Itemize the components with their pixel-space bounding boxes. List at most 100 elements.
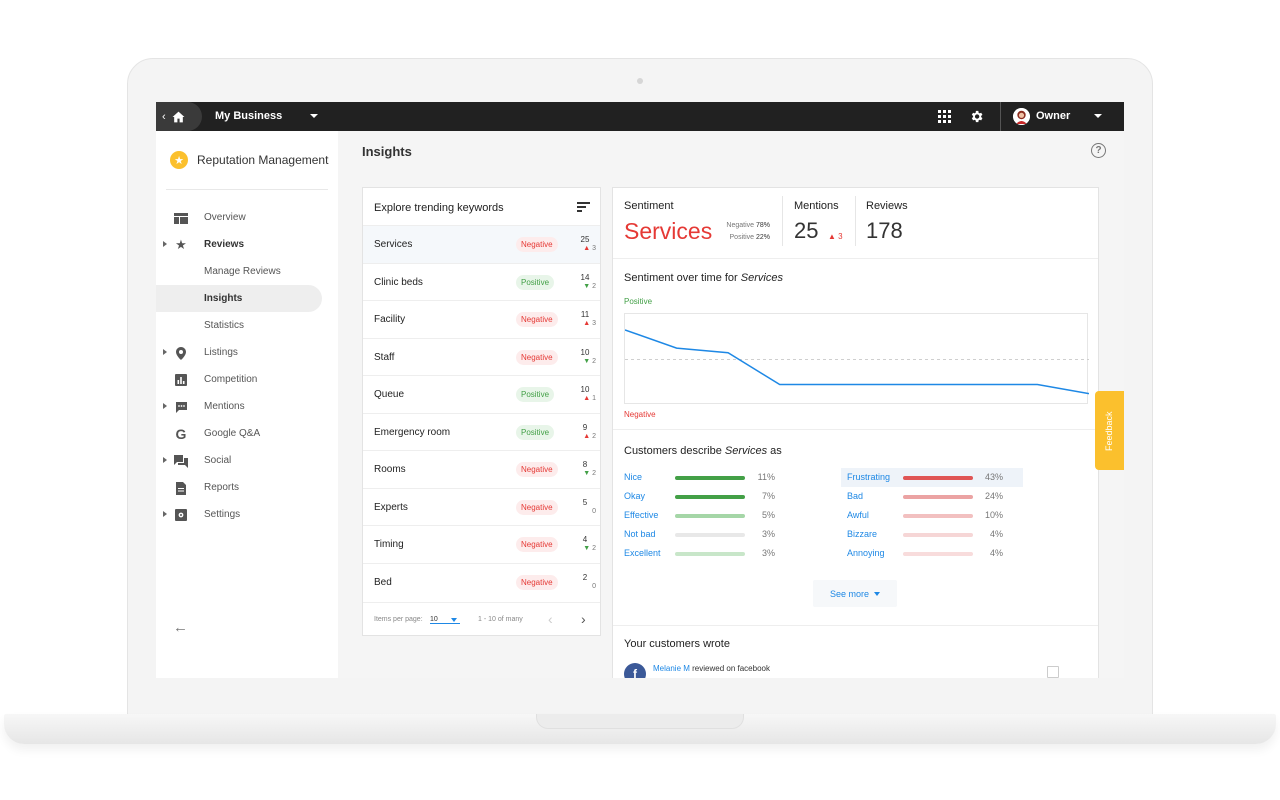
positive-label: Positive: [729, 234, 755, 241]
sentiment-badge: Positive: [516, 424, 555, 440]
descriptor-word[interactable]: Frustrating: [847, 472, 891, 482]
descriptor-word[interactable]: Bad: [847, 491, 864, 501]
descriptor-row[interactable]: Bizzare 4%: [841, 525, 1023, 544]
sentiment-over-time-title: Sentiment over time for Services: [624, 272, 783, 284]
see-more-button[interactable]: See more: [813, 580, 897, 607]
sidebar-item-listings[interactable]: Listings: [156, 339, 338, 366]
keyword-name: Staff: [374, 351, 395, 363]
bar-chart-icon: [174, 373, 188, 387]
sidebar-item-competition[interactable]: Competition: [156, 366, 338, 393]
user-menu-dropdown-icon[interactable]: [1094, 114, 1102, 118]
help-icon[interactable]: ?: [1091, 143, 1106, 158]
sidebar: ★ Reputation Management Overview ★ Revie…: [156, 131, 338, 678]
descriptor-row[interactable]: Bad 24%: [841, 487, 1023, 506]
page-title: Insights: [362, 144, 412, 159]
sentiment-badge: Negative: [516, 462, 558, 477]
home-button[interactable]: ‹: [156, 102, 202, 131]
expand-arrow-icon[interactable]: [163, 403, 167, 409]
keyword-name: Bed: [374, 576, 392, 588]
title-keyword: Services: [740, 272, 783, 284]
divider: [613, 429, 1098, 430]
keyword-row[interactable]: Staff Negative 10 ▼ 2: [363, 337, 600, 376]
descriptor-word[interactable]: Excellent: [624, 548, 661, 558]
descriptor-bar: [675, 514, 745, 518]
avatar[interactable]: [1013, 108, 1030, 125]
expand-arrow-icon[interactable]: [163, 241, 167, 247]
sidebar-item-settings[interactable]: Settings: [156, 501, 338, 528]
keyword-count: 4: [582, 535, 588, 544]
feedback-tab[interactable]: Feedback: [1095, 391, 1124, 470]
chevron-down-icon: [874, 591, 881, 596]
descriptor-row[interactable]: Not bad 3%: [624, 525, 806, 544]
sidebar-item-social[interactable]: Social: [156, 447, 338, 474]
keyword-row[interactable]: Facility Negative 11 ▲ 3: [363, 300, 600, 338]
items-per-page-label: Items per page:: [374, 616, 423, 623]
previous-page-icon[interactable]: ‹: [548, 611, 553, 627]
keyword-row[interactable]: Queue Positive 10 ▲ 1: [363, 375, 600, 413]
next-page-icon[interactable]: ›: [581, 611, 586, 627]
keyword-row[interactable]: Services Negative 25 ▲ 3: [363, 225, 600, 263]
keyword-count: 11: [580, 310, 590, 319]
title-prefix: Customers describe: [624, 445, 722, 457]
gear-icon[interactable]: [969, 109, 984, 124]
chevron-down-icon[interactable]: [451, 618, 457, 622]
mentions-value: 25: [794, 218, 819, 243]
descriptor-word[interactable]: Not bad: [624, 529, 656, 539]
open-external-icon[interactable]: [1047, 666, 1059, 678]
keyword-row[interactable]: Timing Negative 4 ▼ 2: [363, 525, 600, 563]
sidebar-item-reviews[interactable]: ★ Reviews: [156, 231, 338, 258]
expand-arrow-icon[interactable]: [163, 457, 167, 463]
user-name[interactable]: Owner: [1036, 110, 1071, 122]
keyword-row[interactable]: Emergency room Positive 9 ▲ 2: [363, 412, 600, 451]
sidebar-item-overview[interactable]: Overview: [156, 204, 338, 231]
descriptor-bar: [903, 495, 973, 499]
descriptor-row[interactable]: Okay 7%: [624, 487, 806, 506]
descriptor-row[interactable]: Annoying 4%: [841, 544, 1023, 563]
divider: [613, 258, 1098, 259]
items-per-page-select[interactable]: 10: [430, 616, 460, 624]
descriptor-word[interactable]: Effective: [624, 510, 659, 520]
descriptor-word[interactable]: Annoying: [847, 548, 885, 558]
sidebar-item-reports[interactable]: Reports: [156, 474, 338, 501]
sidebar-item-mentions[interactable]: Mentions: [156, 393, 338, 420]
keyword-count: 2: [582, 572, 588, 582]
descriptor-row[interactable]: Excellent 3%: [624, 544, 806, 563]
sentiment-badge: Negative: [516, 237, 558, 252]
keyword-count: 8: [582, 460, 588, 469]
apps-grid-icon[interactable]: [938, 110, 951, 123]
sidebar-item-label: Google Q&A: [204, 428, 261, 439]
review-author[interactable]: Melanie M: [653, 664, 690, 673]
keyword-row[interactable]: Bed Negative 2 0: [363, 562, 600, 601]
sidebar-item-insights[interactable]: Insights: [156, 285, 322, 312]
keyword-row[interactable]: Rooms Negative 8 ▼ 2: [363, 450, 600, 488]
arrow-left-icon[interactable]: ←: [173, 619, 188, 636]
reviews-value: 178: [866, 218, 903, 243]
trend-value: 3: [592, 245, 596, 252]
review-source: reviewed on facebook: [692, 664, 770, 673]
keyword-count: 10: [580, 347, 590, 357]
descriptor-row[interactable]: Frustrating 43%: [841, 468, 1023, 487]
sort-icon[interactable]: [577, 202, 590, 212]
descriptor-row[interactable]: Effective 5%: [624, 506, 806, 525]
descriptor-word[interactable]: Bizzare: [847, 529, 878, 539]
business-name[interactable]: My Business: [215, 110, 283, 122]
business-dropdown-icon[interactable]: [310, 114, 318, 118]
expand-arrow-icon[interactable]: [163, 511, 167, 517]
title-prefix: Sentiment over time for: [624, 272, 738, 284]
keyword-row[interactable]: Experts Negative 5 0: [363, 487, 600, 526]
sidebar-item-manage-reviews[interactable]: Manage Reviews: [156, 258, 338, 285]
negative-pct: 78%: [755, 222, 770, 229]
descriptor-word[interactable]: Awful: [847, 510, 869, 520]
keyword-row[interactable]: Clinic beds Positive 14 ▼ 2: [363, 262, 600, 301]
descriptor-word[interactable]: Nice: [624, 472, 643, 482]
trend-value: 0: [592, 507, 596, 515]
descriptor-row[interactable]: Awful 10%: [841, 506, 1023, 525]
sidebar-item-statistics[interactable]: Statistics: [156, 312, 338, 339]
sidebar-item-google-qa[interactable]: G Google Q&A: [156, 420, 338, 447]
descriptor-word[interactable]: Okay: [624, 491, 646, 501]
descriptor-row[interactable]: Nice 11%: [624, 468, 806, 487]
descriptor-bar: [903, 514, 973, 518]
expand-arrow-icon[interactable]: [163, 349, 167, 355]
mentions-label: Mentions: [794, 200, 839, 212]
sentiment-badge: Positive: [516, 387, 555, 402]
